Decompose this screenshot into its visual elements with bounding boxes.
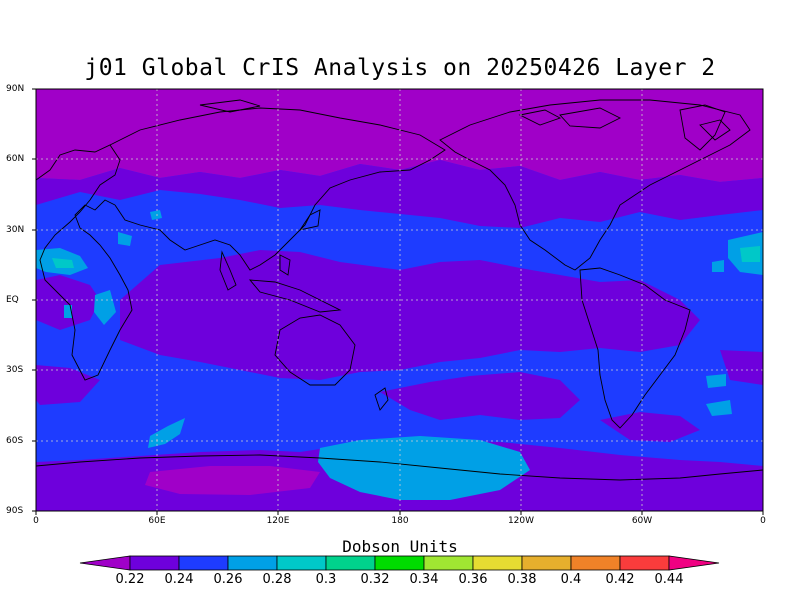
lon-label-120e: 120E (266, 516, 290, 526)
map-title: j01 Global CrIS Analysis on 20250426 Lay… (84, 55, 716, 81)
colorbar-segment (129, 555, 180, 571)
colorbar-tick-label: 0.36 (458, 572, 488, 587)
colorbar-tick-label: 0.3 (315, 572, 337, 587)
colorbar-segment (423, 555, 474, 571)
colorbar (79, 555, 720, 571)
ozone-low-region (318, 436, 530, 500)
tropical-band (120, 250, 700, 380)
colorbar-tick-label: 0.24 (164, 572, 194, 587)
lat-label-30s: 30S (6, 365, 24, 375)
colorbar-tick-label: 0.38 (507, 572, 537, 587)
lat-label-eq: EQ (6, 295, 19, 305)
colorbar-segment (570, 555, 621, 571)
colorbar-segment (227, 555, 278, 571)
colorbar-tick-label: 0.28 (262, 572, 292, 587)
polar-high-north (36, 89, 763, 182)
colorbar-arrow-low (79, 555, 131, 571)
colorbar-tick-label: 0.22 (115, 572, 145, 587)
colorbar-title: Dobson Units (342, 537, 458, 556)
colorbar-segment (276, 555, 327, 571)
mid-lat-band-north (36, 160, 763, 228)
lat-label-90n: 90N (6, 84, 25, 94)
lat-label-90s: 90S (6, 506, 24, 516)
lon-label-60e: 60E (148, 516, 166, 526)
lat-label-60s: 60S (6, 436, 24, 446)
lon-label-0-end: 0 (760, 516, 766, 526)
colorbar-tick-label: 0.34 (409, 572, 439, 587)
coastlines (36, 99, 763, 481)
lat-label-30n: 30N (6, 225, 25, 235)
lat-label-60n: 60N (6, 154, 25, 164)
colorbar-segment (472, 555, 523, 571)
colorbar-tick-label: 0.26 (213, 572, 243, 587)
colorbar-segment (619, 555, 670, 571)
colorbar-tick-label: 0.42 (605, 572, 635, 587)
colorbar-arrow-high (668, 555, 720, 571)
colorbar-segment (521, 555, 572, 571)
colorbar-segment (178, 555, 229, 571)
lon-label-60w: 60W (631, 516, 653, 526)
map-grid (36, 89, 763, 511)
colorbar-tick-label: 0.44 (654, 572, 684, 587)
lon-label-120w: 120W (507, 516, 535, 526)
colorbar-segment (374, 555, 425, 571)
colorbar-tick-label: 0.4 (560, 572, 582, 587)
colorbar-segment (325, 555, 376, 571)
colorbar-tick-label: 0.32 (360, 572, 390, 587)
lon-label-0: 0 (33, 516, 39, 526)
lon-label-180: 180 (391, 516, 409, 526)
